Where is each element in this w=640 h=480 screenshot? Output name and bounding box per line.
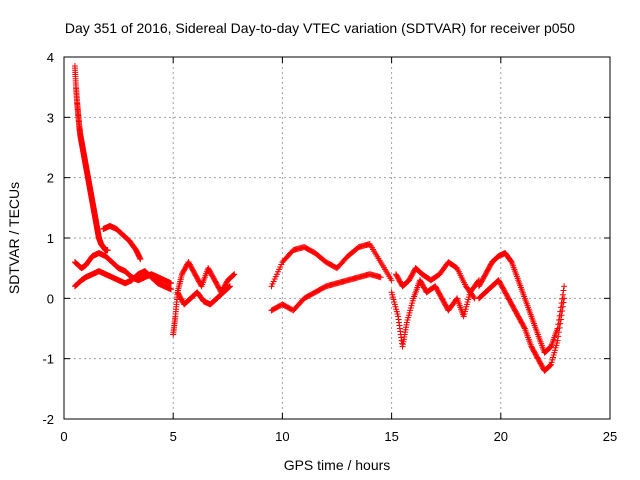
y-tick-label: 1 xyxy=(47,231,54,246)
x-tick-label: 15 xyxy=(384,429,398,444)
data-point xyxy=(557,316,564,323)
data-point xyxy=(226,283,233,290)
data-point xyxy=(555,329,562,336)
data-point xyxy=(547,362,554,369)
data-point xyxy=(168,286,175,293)
data-point xyxy=(561,283,568,290)
y-tick-label: 2 xyxy=(47,171,54,186)
x-tick-label: 25 xyxy=(603,429,617,444)
data-points xyxy=(71,63,568,374)
x-tick-labels: 0 5 10 15 20 25 xyxy=(60,429,617,444)
chart-title: Day 351 of 2016, Sidereal Day-to-day VTE… xyxy=(65,20,575,36)
data-point xyxy=(560,299,567,306)
data-point xyxy=(559,303,566,310)
y-tick-label: -2 xyxy=(42,412,54,427)
y-tick-label: -1 xyxy=(42,352,54,367)
data-point xyxy=(230,271,237,278)
y-tick-labels: -2 -1 0 1 2 3 4 xyxy=(42,50,54,427)
y-tick-label: 4 xyxy=(47,50,54,65)
data-point xyxy=(168,280,175,287)
data-point xyxy=(377,274,384,281)
data-point xyxy=(561,295,568,302)
data-point xyxy=(226,283,233,290)
data-point xyxy=(554,337,561,344)
data-point xyxy=(230,272,237,279)
data-point xyxy=(508,258,515,265)
data-point xyxy=(521,324,528,331)
x-axis-label: GPS time / hours xyxy=(284,457,391,473)
grid-lines xyxy=(64,57,610,419)
data-point xyxy=(225,284,232,291)
x-tick-label: 10 xyxy=(275,429,289,444)
x-tick-label: 5 xyxy=(170,429,177,444)
data-point xyxy=(558,312,565,319)
data-point xyxy=(470,294,477,301)
y-axis-label: SDTVAR / TECUs xyxy=(6,182,22,294)
data-point xyxy=(556,324,563,331)
x-tick-label: 20 xyxy=(494,429,508,444)
tick-marks xyxy=(63,56,611,420)
data-point xyxy=(559,291,566,298)
data-point xyxy=(559,308,566,315)
x-tick-label: 0 xyxy=(60,429,67,444)
data-point xyxy=(546,362,553,369)
data-point xyxy=(104,247,111,254)
data-point xyxy=(546,344,553,351)
data-point xyxy=(557,320,564,327)
data-point xyxy=(231,271,238,278)
y-tick-label: 3 xyxy=(47,110,54,125)
y-tick-label: 0 xyxy=(47,291,54,306)
data-point xyxy=(388,277,395,284)
data-point xyxy=(137,256,144,263)
data-point xyxy=(560,287,567,294)
data-point xyxy=(555,333,562,340)
